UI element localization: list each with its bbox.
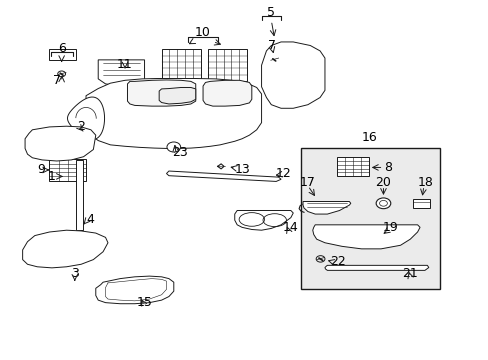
Text: 13: 13 <box>234 163 249 176</box>
Polygon shape <box>22 230 108 268</box>
Polygon shape <box>207 49 246 81</box>
Text: 22: 22 <box>329 255 346 268</box>
Polygon shape <box>325 265 428 270</box>
Text: 15: 15 <box>136 296 152 309</box>
Text: 17: 17 <box>299 176 315 189</box>
Text: 6: 6 <box>58 41 65 54</box>
Polygon shape <box>76 160 82 230</box>
Polygon shape <box>49 49 76 60</box>
Polygon shape <box>96 276 173 304</box>
Text: 3: 3 <box>71 267 79 280</box>
Polygon shape <box>261 42 325 108</box>
Polygon shape <box>159 87 195 104</box>
Polygon shape <box>67 97 104 140</box>
Text: 23: 23 <box>172 145 187 158</box>
Text: 10: 10 <box>195 27 210 40</box>
Polygon shape <box>336 157 368 176</box>
Polygon shape <box>303 202 350 214</box>
Text: 18: 18 <box>417 176 433 189</box>
Text: 1: 1 <box>48 170 56 183</box>
Text: 8: 8 <box>384 161 391 174</box>
Polygon shape <box>86 78 261 148</box>
Polygon shape <box>166 171 281 181</box>
Text: 9: 9 <box>37 163 45 176</box>
Text: 7: 7 <box>53 74 61 87</box>
Polygon shape <box>412 199 429 208</box>
Circle shape <box>166 142 180 152</box>
Text: 21: 21 <box>402 267 417 280</box>
Bar <box>300 148 439 289</box>
Text: 12: 12 <box>275 167 291 180</box>
Polygon shape <box>49 159 86 181</box>
Polygon shape <box>234 211 293 230</box>
Polygon shape <box>25 126 96 161</box>
Polygon shape <box>161 49 200 81</box>
Polygon shape <box>312 225 419 249</box>
Polygon shape <box>203 80 251 106</box>
Text: 4: 4 <box>86 213 94 226</box>
Text: 7: 7 <box>268 39 276 52</box>
Polygon shape <box>127 80 195 106</box>
Text: 5: 5 <box>267 6 275 19</box>
Text: 20: 20 <box>375 176 390 189</box>
Polygon shape <box>98 60 144 86</box>
Text: 2: 2 <box>77 120 85 133</box>
Circle shape <box>375 198 390 209</box>
Text: 11: 11 <box>117 58 133 71</box>
Text: 14: 14 <box>283 221 298 234</box>
Text: 19: 19 <box>382 221 398 234</box>
Text: 16: 16 <box>361 131 377 144</box>
